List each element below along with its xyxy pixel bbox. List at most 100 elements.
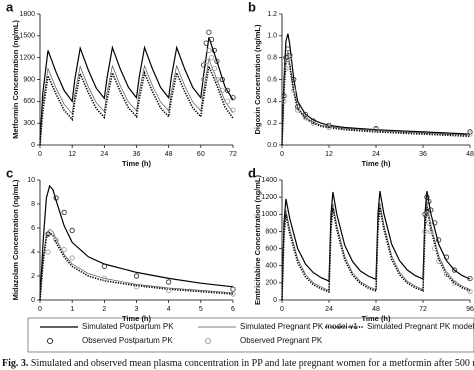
observed-point <box>166 287 172 293</box>
figure-label: Fig. 3. <box>2 358 29 369</box>
y-tick-label: 600 <box>23 98 35 105</box>
x-tick-label: 24 <box>372 151 380 158</box>
observed-point <box>283 65 289 72</box>
x-axis-title: Time (h) <box>361 314 391 323</box>
y-tick-label: 600 <box>265 245 277 252</box>
observed-point <box>208 55 215 61</box>
y-tick-label: 1.0 <box>267 33 277 40</box>
y-tick-label: 1200 <box>19 55 35 62</box>
y-tick-label: 900 <box>23 76 35 83</box>
x-tick-label: 1 <box>70 306 74 313</box>
x-tick-label: 72 <box>419 306 427 313</box>
observed-point <box>166 279 172 285</box>
observed-point <box>208 36 215 43</box>
observed-point <box>69 255 75 261</box>
y-tick-label: 0.6 <box>267 76 277 83</box>
observed-point <box>295 107 301 113</box>
series-line <box>39 228 234 301</box>
observed-point <box>467 129 473 135</box>
observed-point <box>230 291 236 297</box>
y-tick-label: 1.2 <box>267 11 277 18</box>
observed-point <box>426 198 432 205</box>
y-tick-label: 6 <box>31 225 35 232</box>
observed-point <box>200 62 207 68</box>
panel-label: d <box>248 165 256 180</box>
y-tick-label: 0 <box>31 142 35 149</box>
x-tick-label: 48 <box>165 151 173 158</box>
observed-point <box>53 195 59 201</box>
observed-point <box>219 87 225 94</box>
x-tick-label: 5 <box>199 306 203 313</box>
x-axis-title: Time (h) <box>122 159 152 168</box>
observed-point <box>101 275 107 281</box>
x-axis-title: Time (h) <box>361 159 391 168</box>
observed-point <box>422 228 428 235</box>
observed-point <box>424 194 430 200</box>
x-tick-label: 36 <box>133 151 141 158</box>
y-tick-label: 1200 <box>261 194 277 201</box>
observed-point <box>206 29 212 35</box>
observed-point <box>45 249 51 255</box>
observed-point <box>467 288 473 295</box>
y-axis-title: Emtricitabine Concentration (ng/mL) <box>253 175 262 306</box>
observed-point <box>326 122 332 128</box>
legend-swatch <box>46 337 54 345</box>
legend-box <box>27 317 474 353</box>
series-line <box>281 207 471 301</box>
x-tick-label: 12 <box>325 151 333 158</box>
x-tick-label: 48 <box>466 151 474 158</box>
y-tick-label: 0.0 <box>267 142 277 149</box>
observed-point <box>302 111 309 118</box>
x-tick-label: 12 <box>68 151 76 158</box>
figure-caption: Simulated and observed mean plasma conce… <box>31 358 474 369</box>
observed-point <box>200 76 207 83</box>
observed-point <box>214 76 220 83</box>
observed-point <box>310 120 316 126</box>
y-tick-label: 400 <box>265 263 277 270</box>
series-line <box>39 231 234 301</box>
panel-label: a <box>6 0 14 14</box>
x-tick-label: 60 <box>197 151 205 158</box>
y-tick-label: 10 <box>27 177 35 184</box>
x-tick-label: 48 <box>372 306 380 313</box>
observed-point <box>451 280 457 286</box>
observed-point <box>310 118 316 124</box>
observed-point <box>281 98 287 104</box>
observed-point <box>467 275 473 282</box>
x-tick-label: 72 <box>229 151 237 158</box>
observed-point <box>69 227 75 233</box>
y-tick-label: 1500 <box>19 33 35 40</box>
observed-point <box>467 131 473 137</box>
observed-point <box>61 209 67 215</box>
observed-point <box>443 271 450 277</box>
observed-point <box>426 220 432 226</box>
y-tick-label: 1000 <box>261 211 277 218</box>
observed-point <box>432 220 438 226</box>
observed-point <box>326 124 332 131</box>
observed-point <box>287 55 293 61</box>
observed-point <box>219 76 225 83</box>
y-axis-title: Metformin Concentration (ng/mL) <box>11 20 20 139</box>
observed-point <box>211 47 217 53</box>
observed-point <box>302 115 309 121</box>
legend-swatch <box>204 337 212 345</box>
y-tick-label: 1400 <box>261 177 277 184</box>
panel-label: b <box>248 0 256 14</box>
observed-point <box>101 263 107 269</box>
y-tick-label: 300 <box>23 120 35 127</box>
observed-point <box>291 87 297 94</box>
observed-point <box>45 231 51 237</box>
series-line <box>39 184 234 301</box>
series-line <box>39 57 234 146</box>
y-tick-label: 200 <box>265 280 277 287</box>
x-tick-label: 0 <box>280 306 284 313</box>
observed-point <box>428 228 434 235</box>
y-tick-label: 800 <box>265 228 277 235</box>
y-tick-label: 0.8 <box>267 55 277 62</box>
y-axis-title: Midazolam Concentration (ng/mL) <box>11 179 20 300</box>
caption: Fig. 3. Simulated and observed mean plas… <box>2 358 474 369</box>
observed-point <box>230 95 236 101</box>
y-tick-label: 4 <box>31 249 35 256</box>
y-axis-title: Digoxin Concentration (ng/mL) <box>253 24 262 134</box>
observed-point <box>214 58 220 64</box>
